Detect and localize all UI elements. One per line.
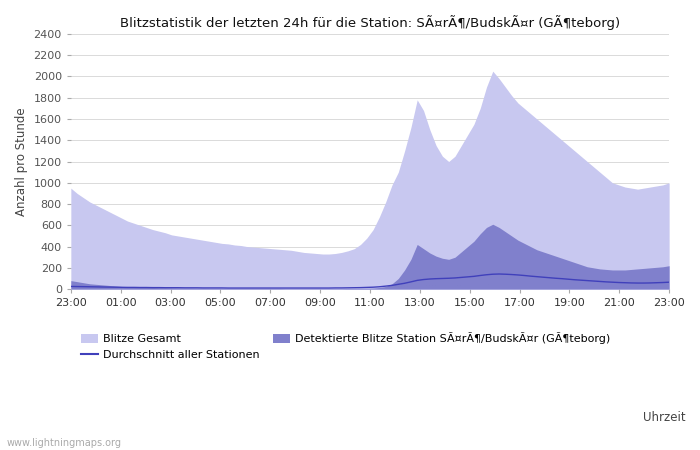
Legend: Blitze Gesamt, Durchschnitt aller Stationen, Detektierte Blitze Station SÃ¤rÃ¶/B: Blitze Gesamt, Durchschnitt aller Statio… (76, 328, 615, 365)
Title: Blitzstatistik der letzten 24h für die Station: SÃ¤rÃ¶/BudskÃ¤r (GÃ¶teborg): Blitzstatistik der letzten 24h für die S… (120, 15, 620, 30)
Text: Uhrzeit: Uhrzeit (643, 411, 686, 424)
Text: www.lightningmaps.org: www.lightningmaps.org (7, 438, 122, 448)
Y-axis label: Anzahl pro Stunde: Anzahl pro Stunde (15, 107, 28, 216)
